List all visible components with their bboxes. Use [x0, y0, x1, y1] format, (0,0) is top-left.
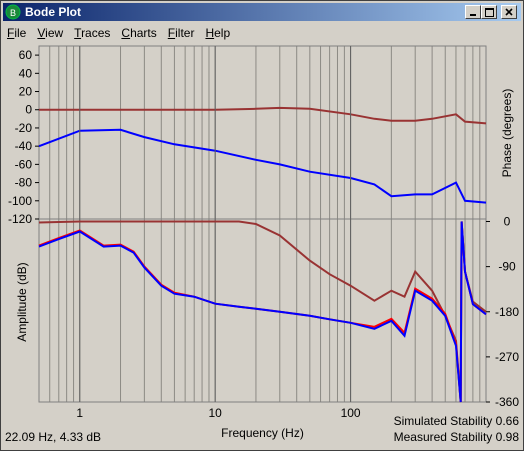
window-title: Bode Plot [25, 5, 81, 19]
y-tick-label: 40 [19, 66, 33, 80]
y-axis-label: Amplitude (dB) [15, 262, 29, 341]
y2-tick-label: -360 [495, 395, 519, 409]
app-icon: B [5, 4, 21, 20]
menu-item[interactable]: Traces [74, 26, 111, 40]
y-tick-label: 20 [19, 85, 33, 99]
data-line [39, 106, 487, 125]
y-tick-label: -120 [8, 212, 32, 226]
measured-stability: Measured Stability 0.98 [394, 430, 520, 444]
menu-item[interactable]: Charts [121, 26, 157, 40]
simulated-stability: Simulated Stability 0.66 [394, 414, 520, 428]
y-tick-label: -60 [15, 157, 33, 171]
menu-item[interactable]: File [7, 26, 27, 40]
y-tick-label: -20 [15, 121, 33, 135]
bode-chart: 22.09 Hz, 4.33 dB Simulated Stability 0.… [5, 45, 520, 444]
y-tick-label: 0 [25, 103, 32, 117]
y2-tick-label: -270 [495, 350, 519, 364]
data-line [38, 221, 487, 403]
data-line [38, 128, 487, 204]
maximize-button[interactable] [481, 5, 497, 19]
title-bar: B Bode Plot [3, 3, 521, 21]
menu-item[interactable]: Filter [167, 26, 195, 40]
y-tick-label: 60 [19, 48, 33, 62]
y2-tick-label: 0 [504, 215, 511, 229]
y-tick-label: -80 [15, 176, 33, 190]
menu-item[interactable]: View [37, 26, 64, 40]
menu-bar: File View Traces Charts Filter Help [1, 23, 523, 43]
plot-frame [38, 45, 487, 403]
x-tick-label: 10 [208, 406, 222, 420]
close-button[interactable] [501, 5, 517, 19]
y-tick-label: -100 [8, 194, 32, 208]
menu-item[interactable]: Help [205, 26, 231, 40]
x-axis-label: Frequency (Hz) [221, 426, 304, 440]
cursor-readout: 22.09 Hz, 4.33 dB [5, 430, 101, 444]
data-line [38, 220, 487, 403]
minimize-button[interactable] [465, 5, 481, 19]
y2-tick-label: -180 [495, 305, 519, 319]
y-tick-label: -40 [15, 139, 33, 153]
x-tick-label: 100 [341, 406, 361, 420]
y2-axis-label: Phase (degrees) [500, 89, 514, 178]
svg-text:B: B [10, 8, 16, 18]
y2-tick-label: -90 [498, 260, 516, 274]
data-line [38, 221, 487, 403]
x-tick-label: 1 [76, 406, 83, 420]
